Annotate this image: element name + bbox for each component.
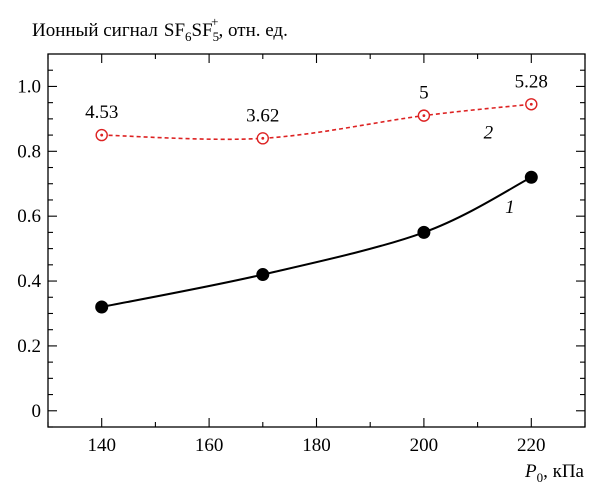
data-label: 5 — [419, 83, 429, 104]
data-label: 5.28 — [515, 71, 548, 92]
y-axis-title-formula-2: SF — [192, 20, 213, 41]
plot-frame — [47, 53, 586, 428]
x-tick-label: 140 — [87, 435, 116, 456]
x-axis-title: P0, кПа — [524, 461, 585, 485]
y-axis-title-suffix: , отн. ед. — [219, 20, 288, 41]
y-tick-label: 1.0 — [17, 76, 41, 97]
y-tick-label: 0.4 — [17, 271, 41, 292]
data-point — [417, 225, 431, 239]
ticks-group: 140 160 180 200 220 0 0.2 0.4 0.6 0.8 1.0 — [17, 54, 586, 456]
data-point-center — [261, 136, 265, 140]
data-label: 4.53 — [85, 102, 118, 123]
series-label: 2 — [484, 122, 494, 143]
y-axis-title-formula-sub-1: 6 — [185, 29, 192, 44]
y-axis-title-formula-sub-2: 5 — [213, 29, 220, 44]
y-tick-label: 0.6 — [17, 206, 41, 227]
data-point — [95, 300, 109, 314]
y-axis-title-prefix: Ионный сигнал — [32, 20, 158, 41]
data-point-center — [100, 133, 104, 137]
series-2: 4.53 3.62 5 5.28 2 — [85, 71, 548, 145]
data-point — [256, 268, 270, 282]
y-axis-title-formula-1: SF — [164, 20, 185, 41]
x-axis-title-var-sub: 0 — [537, 470, 544, 485]
series-1-line — [101, 176, 532, 308]
x-axis-title-var: P — [524, 461, 537, 482]
x-tick-label: 180 — [302, 435, 331, 456]
series-layer: 1 4.53 3.62 5 5.28 2 — [85, 71, 548, 314]
x-axis-title-suffix: , кПа — [543, 461, 584, 482]
y-axis-title: Ионный сигнал SF6SF5+, отн. ед. — [32, 14, 288, 44]
series-label: 1 — [505, 197, 515, 218]
series-1: 1 — [95, 170, 538, 314]
y-tick-label: 0.2 — [17, 336, 41, 357]
y-axis-title-formula-sup-2: + — [211, 14, 218, 29]
data-point-center — [422, 114, 426, 118]
x-tick-label: 200 — [410, 435, 439, 456]
series-2-line — [101, 103, 532, 141]
data-point — [524, 170, 538, 184]
x-tick-label: 220 — [517, 435, 546, 456]
x-tick-label: 160 — [195, 435, 224, 456]
data-label: 3.62 — [246, 105, 279, 126]
y-tick-label: 0.8 — [17, 141, 41, 162]
data-point-center — [529, 102, 533, 106]
y-tick-label: 0 — [32, 401, 42, 422]
